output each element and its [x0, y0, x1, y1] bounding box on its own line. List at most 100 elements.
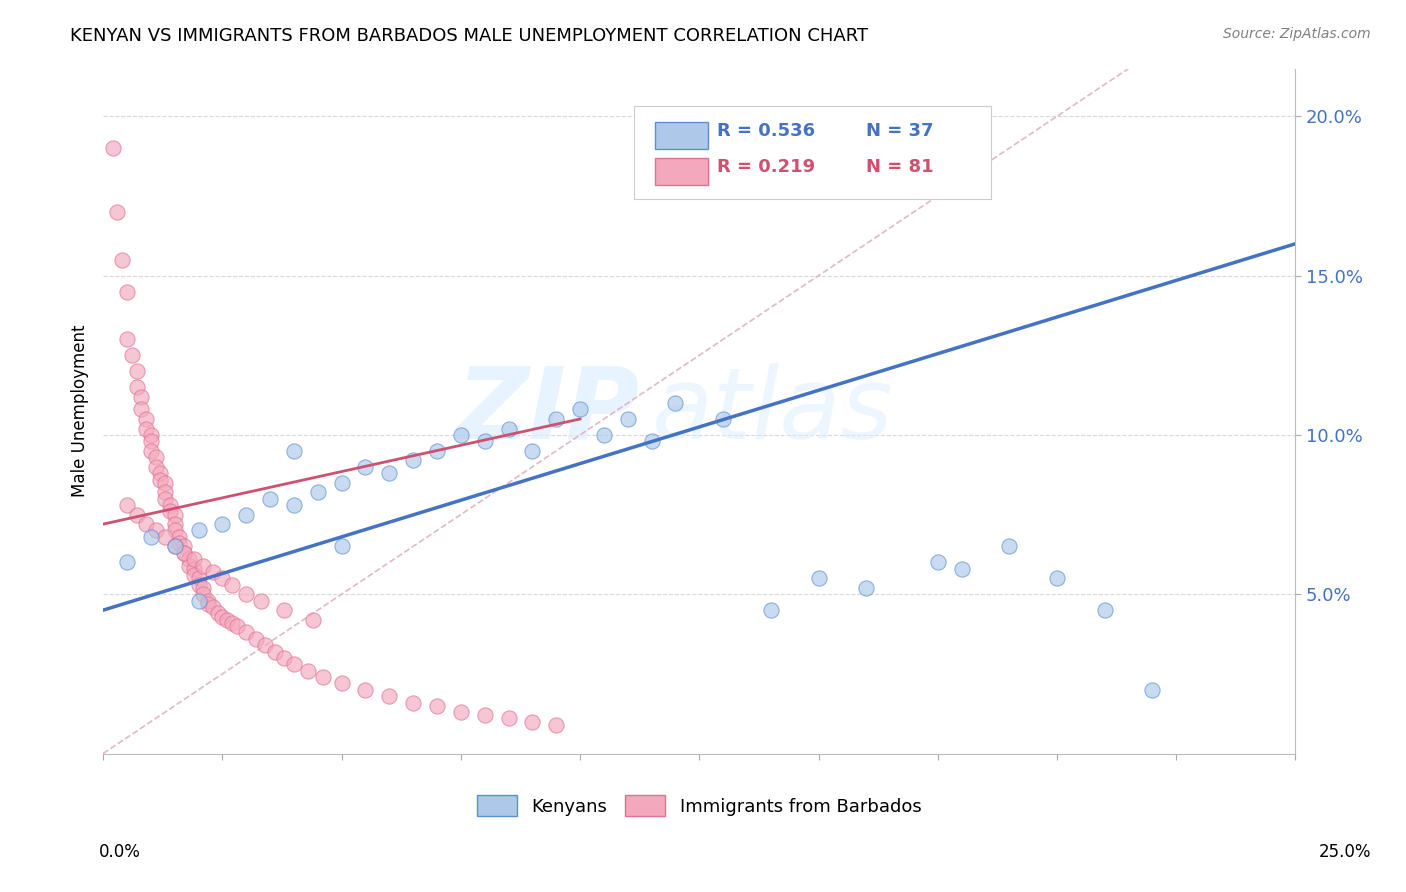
Point — [135, 421, 157, 435]
Point — [450, 705, 472, 719]
Point — [211, 517, 233, 532]
Point — [522, 443, 544, 458]
Point — [211, 571, 233, 585]
Point — [139, 428, 162, 442]
Point — [193, 558, 215, 573]
Point — [159, 498, 181, 512]
Y-axis label: Male Unemployment: Male Unemployment — [72, 325, 89, 497]
Point — [153, 530, 176, 544]
Text: KENYAN VS IMMIGRANTS FROM BARBADOS MALE UNEMPLOYMENT CORRELATION CHART: KENYAN VS IMMIGRANTS FROM BARBADOS MALE … — [70, 27, 869, 45]
Point — [115, 332, 138, 346]
Text: ZIP: ZIP — [457, 362, 640, 459]
Point — [498, 711, 520, 725]
Point — [163, 517, 186, 532]
Point — [426, 698, 449, 713]
Point — [927, 555, 949, 569]
Point — [129, 390, 152, 404]
Point — [283, 443, 305, 458]
Point — [259, 491, 281, 506]
Point — [173, 546, 195, 560]
Legend: Kenyans, Immigrants from Barbados: Kenyans, Immigrants from Barbados — [470, 788, 928, 823]
Point — [245, 632, 267, 646]
Point — [273, 603, 295, 617]
Point — [159, 504, 181, 518]
Point — [221, 615, 243, 630]
Point — [125, 364, 148, 378]
Point — [474, 708, 496, 723]
Point — [163, 540, 186, 554]
Point — [193, 587, 215, 601]
Point — [225, 619, 247, 633]
Point — [950, 562, 973, 576]
Point — [163, 508, 186, 522]
Point — [153, 491, 176, 506]
Point — [145, 524, 167, 538]
Point — [207, 607, 229, 621]
Point — [111, 252, 134, 267]
Point — [169, 536, 191, 550]
Point — [311, 670, 333, 684]
Point — [187, 593, 209, 607]
Point — [217, 613, 239, 627]
Point — [354, 459, 377, 474]
Point — [139, 443, 162, 458]
Point — [177, 552, 200, 566]
FancyBboxPatch shape — [655, 122, 707, 149]
Point — [546, 718, 568, 732]
Point — [302, 613, 325, 627]
Text: R = 0.536: R = 0.536 — [717, 121, 815, 140]
Point — [402, 453, 425, 467]
Point — [153, 485, 176, 500]
Point — [546, 412, 568, 426]
Point — [177, 558, 200, 573]
Point — [402, 696, 425, 710]
Point — [135, 517, 157, 532]
Text: 0.0%: 0.0% — [98, 843, 141, 861]
Point — [153, 475, 176, 490]
Point — [183, 552, 205, 566]
Point — [616, 412, 638, 426]
Point — [163, 540, 186, 554]
Point — [173, 540, 195, 554]
Point — [135, 412, 157, 426]
Point — [330, 540, 353, 554]
Point — [354, 682, 377, 697]
Point — [474, 434, 496, 449]
Point — [593, 428, 616, 442]
Point — [249, 593, 271, 607]
Point — [107, 205, 129, 219]
Point — [855, 581, 877, 595]
Point — [426, 443, 449, 458]
Point — [221, 577, 243, 591]
Point — [254, 638, 277, 652]
Point — [297, 664, 319, 678]
Point — [201, 565, 224, 579]
Point — [193, 581, 215, 595]
Point — [149, 473, 172, 487]
Point — [121, 348, 143, 362]
Text: R = 0.219: R = 0.219 — [717, 158, 815, 176]
Point — [569, 402, 592, 417]
Point — [173, 546, 195, 560]
Point — [187, 571, 209, 585]
Point — [197, 597, 219, 611]
Point — [115, 285, 138, 299]
Point — [187, 577, 209, 591]
Point — [1142, 682, 1164, 697]
Point — [378, 689, 401, 703]
Point — [1094, 603, 1116, 617]
Point — [807, 571, 830, 585]
Text: atlas: atlas — [651, 362, 893, 459]
Point — [235, 587, 257, 601]
Point — [235, 625, 257, 640]
Point — [201, 599, 224, 614]
Text: 25.0%: 25.0% — [1319, 843, 1371, 861]
Point — [139, 434, 162, 449]
Point — [759, 603, 782, 617]
Point — [378, 466, 401, 480]
Point — [211, 609, 233, 624]
Point — [129, 402, 152, 417]
Point — [640, 434, 662, 449]
Point — [187, 524, 209, 538]
Point — [711, 412, 734, 426]
